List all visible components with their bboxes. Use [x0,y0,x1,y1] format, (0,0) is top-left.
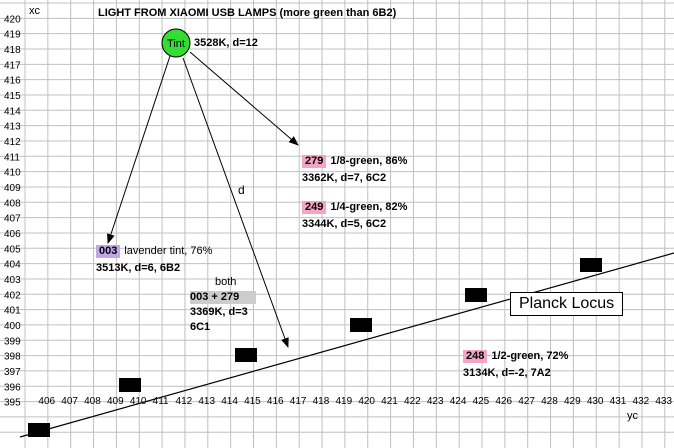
row-label: 405 [4,244,21,255]
entry-249-line2: 3344K, d=5, 6C2 [302,218,387,230]
row-label: 416 [4,76,21,87]
entry-279: 279 1/8-green, 86% 3362K, d=7, 6C2 [302,155,407,185]
locus-marker [350,318,372,332]
col-label: 410 [130,396,147,407]
col-label: 428 [541,396,558,407]
row-label: 411 [4,152,20,163]
col-label: 408 [84,396,101,407]
row-label: 413 [4,122,21,133]
row-label: 412 [4,137,21,148]
code-badge-248: 248 [463,350,488,363]
row-label: 409 [4,183,21,194]
col-label: 423 [427,396,444,407]
locus-marker [28,423,50,437]
row-label: 417 [4,60,21,71]
col-label: 406 [38,396,55,407]
col-label: 427 [518,396,535,407]
arrow-to-003 [107,55,171,244]
entry-279-line1: 1/8-green, 86% [330,155,408,167]
row-label: 420 [4,14,21,25]
arrow-to-279 [189,51,299,146]
col-label: 433 [655,396,672,407]
both-line1: 003 + 279 [190,291,256,304]
column-header-labels: 406 407 408 409 410 411 412 413 414 415 416 417 418 4… [38,396,672,407]
col-label: 426 [495,396,512,407]
entry-249: 249 1/4-green, 82% 3344K, d=5, 6C2 [302,201,407,231]
locus-marker [580,258,602,272]
row-label: 410 [4,168,21,179]
locus-marker [235,348,257,362]
code-badge-279: 279 [302,155,327,168]
col-label: 411 [153,396,169,407]
col-label: 430 [587,396,604,407]
tint-note: 3528K, d=12 [194,37,258,49]
row-label: 406 [4,229,21,240]
col-label: 414 [221,396,238,407]
col-label: 419 [335,396,352,407]
code-badge-003: 003 [96,245,121,258]
locus-marker [119,378,141,392]
entry-248-line1: 1/2-green, 72% [491,350,569,362]
col-label: 432 [633,396,650,407]
entry-248: 248 1/2-green, 72% 3134K, d=-2, 7A2 [463,350,568,380]
row-label: 400 [4,321,21,332]
row-label: 415 [4,91,21,102]
locus-marker [465,288,487,302]
row-label: 414 [4,106,21,117]
row-label: 408 [4,198,21,209]
col-label: 425 [473,396,490,407]
entry-003-line2: 3513K, d=6, 6B2 [96,262,181,274]
col-label: 416 [267,396,284,407]
col-label: 409 [107,396,124,407]
row-label: 418 [4,45,21,56]
planck-locus-line [19,252,674,438]
row-label: 407 [4,214,21,225]
chart-title: LIGHT FROM XIAOMI USB LAMPS (more green … [98,7,397,19]
tint-circle [161,28,191,58]
row-header-labels: 420 419 418 417 416 415 414 413 412 411 410 409 408 4… [4,14,21,408]
row-label: 403 [4,275,21,286]
col-label: 415 [244,396,261,407]
row-label: 395 [4,398,21,409]
col-label: 420 [358,396,375,407]
row-label: 397 [4,367,21,378]
row-label: 402 [4,290,21,301]
distance-label: d [238,183,245,197]
arrow-to-locus [182,57,289,348]
both-line3: 6C1 [190,321,211,333]
row-label: 398 [4,352,21,363]
col-label: 407 [61,396,78,407]
planck-locus-label: Planck Locus [510,292,624,316]
row-label: 396 [4,382,21,393]
entry-249-line1: 1/4-green, 82% [330,201,408,213]
col-label: 417 [290,396,307,407]
code-badge-249: 249 [302,201,327,214]
row-label: 401 [4,306,21,317]
col-label: 413 [198,396,215,407]
tint-label: Tint [167,38,185,50]
both-heading: both [215,276,237,288]
entry-003: 003 lavender tint, 76% 3513K, d=6, 6B2 [96,245,212,275]
y-header: yc [627,410,638,422]
both-line2: 3369K, d=3 [190,306,248,318]
col-label: 431 [610,396,627,407]
col-label: 412 [176,396,193,407]
row-label: 404 [4,260,21,271]
col-label: 421 [381,396,398,407]
entry-279-line2: 3362K, d=7, 6C2 [302,172,387,184]
x-header: xc [29,5,40,17]
row-label: 399 [4,336,21,347]
col-label: 424 [450,396,467,407]
col-label: 418 [313,396,330,407]
entry-248-line2: 3134K, d=-2, 7A2 [463,367,551,379]
row-label: 419 [4,30,21,41]
col-label: 422 [404,396,421,407]
entry-003-line1: lavender tint, 76% [124,245,213,257]
col-label: 429 [564,396,581,407]
